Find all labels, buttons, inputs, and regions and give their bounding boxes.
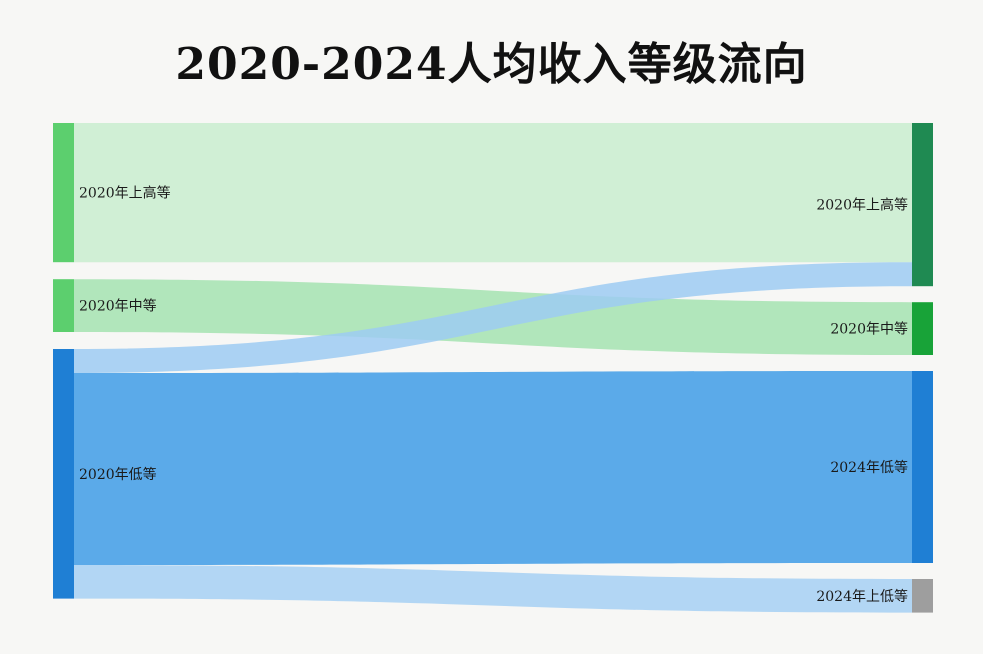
node-src_mid — [53, 279, 74, 332]
node-dst_mid — [912, 302, 933, 355]
link-src_low-to-dst_lowup — [74, 565, 912, 613]
node-label-dst_low: 2024年低等 — [830, 459, 908, 476]
node-label-src_mid: 2020年中等 — [79, 298, 157, 315]
links-layer — [74, 123, 912, 613]
node-label-src_high: 2020年上高等 — [79, 185, 171, 202]
node-label-src_low: 2020年低等 — [79, 466, 157, 483]
node-dst_high — [912, 123, 933, 287]
labels-layer: 2020年上高等 2020年中等 2020年低等 2020年上高等 2020年中等 202… — [79, 185, 908, 605]
node-dst_lowup — [912, 579, 933, 613]
chart-title: 2020-2024人均收入等级流向 — [175, 39, 808, 90]
link-src_low-to-dst_low — [74, 371, 912, 565]
node-label-dst_high: 2020年上高等 — [816, 197, 908, 214]
node-label-dst_lowup: 2024年上低等 — [816, 588, 908, 605]
nodes-layer — [53, 123, 933, 613]
link-src_high-to-dst_high — [74, 123, 912, 263]
node-src_low — [53, 349, 74, 599]
node-label-dst_mid: 2020年中等 — [830, 321, 908, 338]
link-src_low-to-dst_high — [74, 262, 912, 373]
node-dst_low — [912, 371, 933, 563]
node-src_high — [53, 123, 74, 263]
